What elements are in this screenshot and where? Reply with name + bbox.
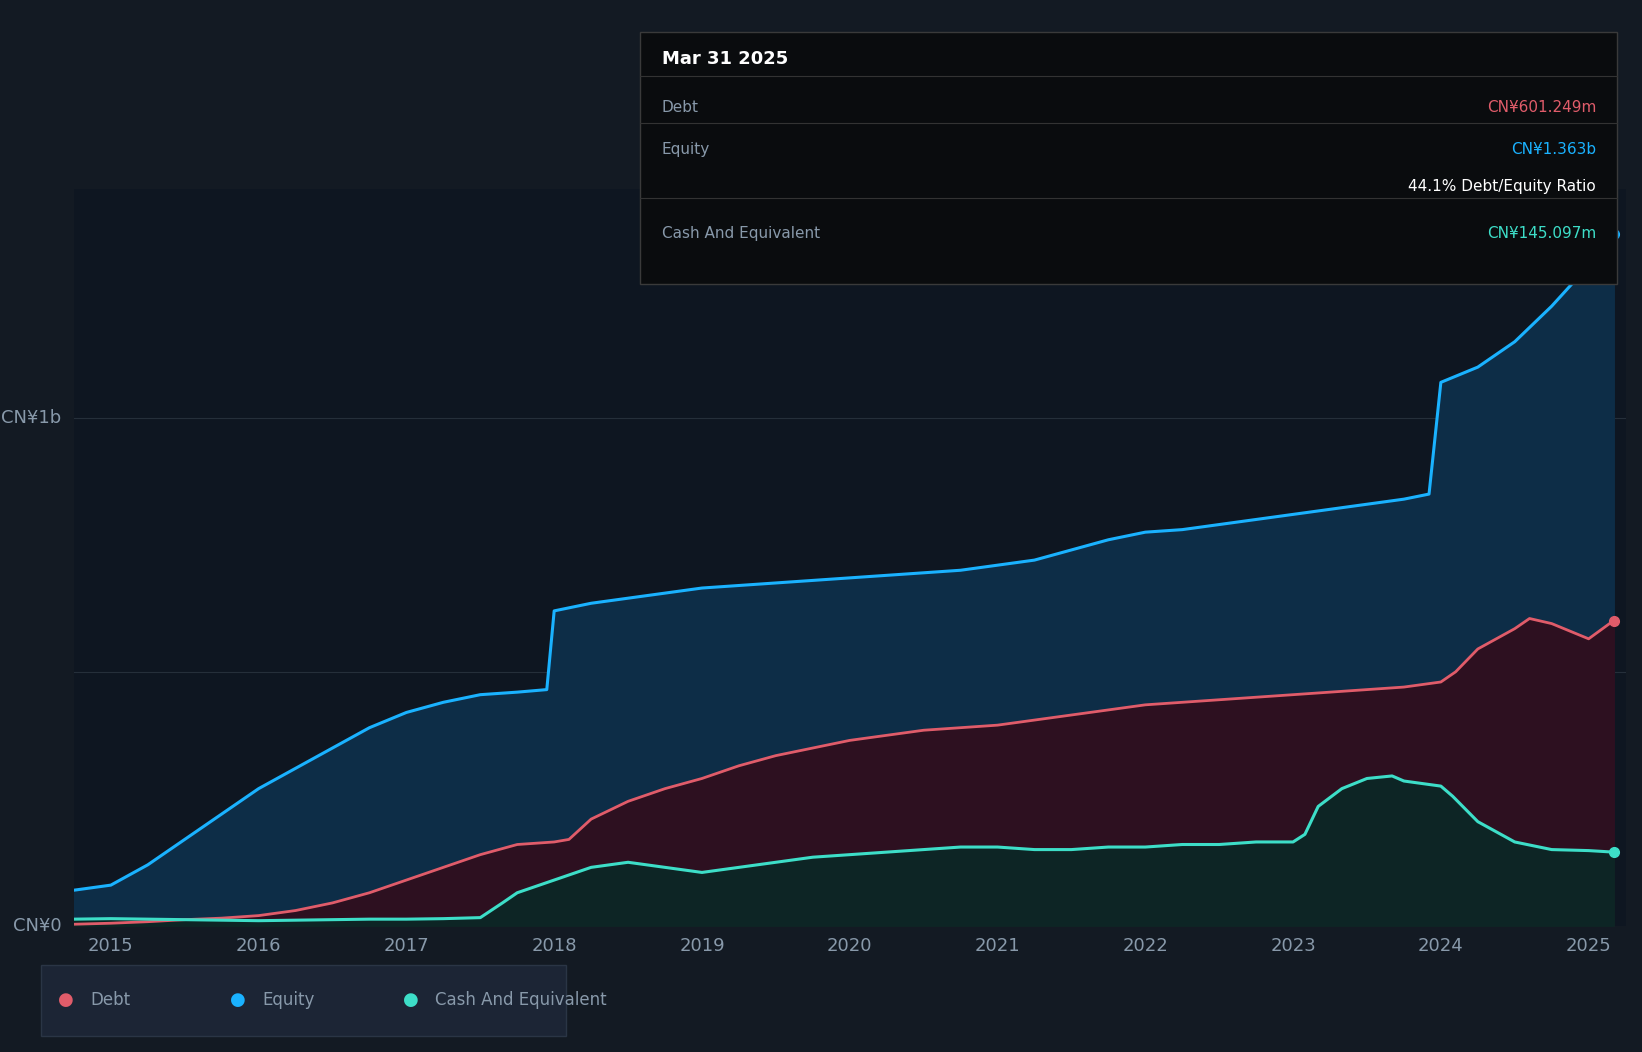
Text: CN¥145.097m: CN¥145.097m: [1486, 226, 1596, 241]
Text: ●: ●: [230, 991, 246, 1010]
Text: Equity: Equity: [662, 142, 709, 157]
Text: ●: ●: [57, 991, 74, 1010]
Text: Mar 31 2025: Mar 31 2025: [662, 50, 788, 68]
Text: Equity: Equity: [263, 991, 315, 1010]
Text: CN¥601.249m: CN¥601.249m: [1486, 100, 1596, 115]
Text: Cash And Equivalent: Cash And Equivalent: [662, 226, 819, 241]
Text: Debt: Debt: [662, 100, 699, 115]
Text: CN¥1b: CN¥1b: [2, 409, 61, 427]
Text: Cash And Equivalent: Cash And Equivalent: [435, 991, 608, 1010]
Text: CN¥0: CN¥0: [13, 916, 61, 935]
Text: ●: ●: [402, 991, 419, 1010]
Text: 44.1% Debt/Equity Ratio: 44.1% Debt/Equity Ratio: [1409, 179, 1596, 194]
Text: Debt: Debt: [90, 991, 130, 1010]
Text: CN¥1.363b: CN¥1.363b: [1511, 142, 1596, 157]
